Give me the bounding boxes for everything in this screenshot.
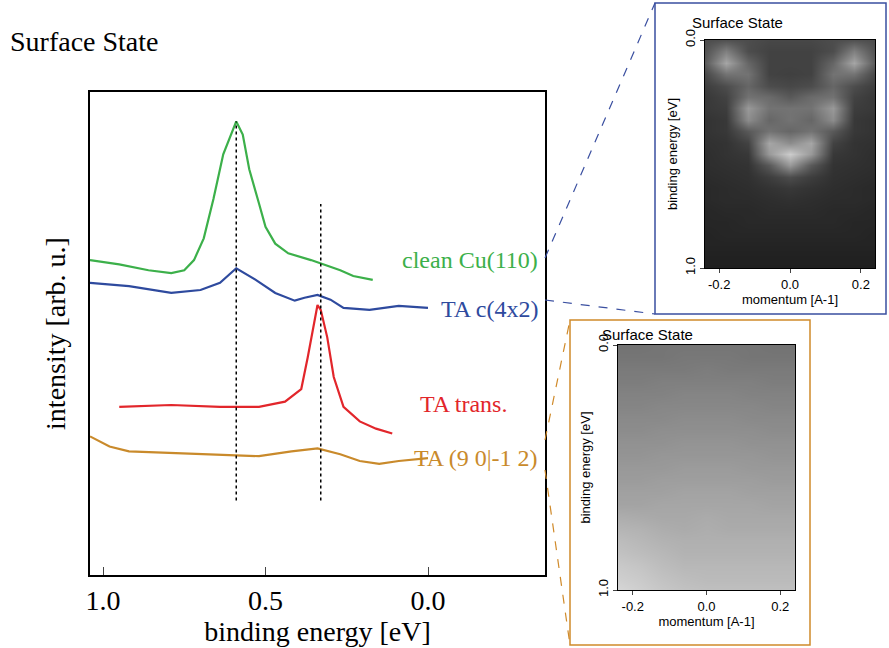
svg-text:intensity [arb. u.]: intensity [arb. u.] — [40, 237, 71, 430]
svg-text:0.0: 0.0 — [411, 585, 446, 616]
svg-text:momentum [A-1]: momentum [A-1] — [742, 292, 838, 307]
svg-text:Surface State: Surface State — [602, 326, 693, 343]
svg-text:1.0: 1.0 — [683, 257, 698, 275]
svg-text:momentum [A-1]: momentum [A-1] — [658, 614, 754, 629]
svg-text:TA (9 0|-1 2): TA (9 0|-1 2) — [414, 445, 538, 471]
svg-text:0.2: 0.2 — [852, 277, 870, 292]
svg-text:0.0: 0.0 — [683, 29, 698, 47]
svg-text:TA trans.: TA trans. — [420, 391, 507, 417]
svg-text:-0.2: -0.2 — [708, 277, 730, 292]
svg-text:clean Cu(110): clean Cu(110) — [402, 247, 538, 273]
svg-text:0.0: 0.0 — [781, 277, 799, 292]
svg-text:0.0: 0.0 — [596, 334, 611, 352]
svg-text:TA c(4x2): TA c(4x2) — [441, 296, 538, 322]
svg-text:binding energy [eV]: binding energy [eV] — [665, 98, 680, 210]
svg-text:1.0: 1.0 — [86, 585, 121, 616]
svg-text:Surface State: Surface State — [692, 14, 783, 31]
svg-text:1.0: 1.0 — [596, 579, 611, 597]
svg-text:0.2: 0.2 — [771, 599, 789, 614]
svg-text:-0.2: -0.2 — [622, 599, 644, 614]
svg-text:0.0: 0.0 — [697, 599, 715, 614]
svg-text:Surface State: Surface State — [10, 26, 159, 57]
svg-text:binding energy [eV]: binding energy [eV] — [578, 411, 593, 523]
svg-text:0.5: 0.5 — [248, 585, 283, 616]
svg-text:binding energy [eV]: binding energy [eV] — [204, 616, 431, 647]
